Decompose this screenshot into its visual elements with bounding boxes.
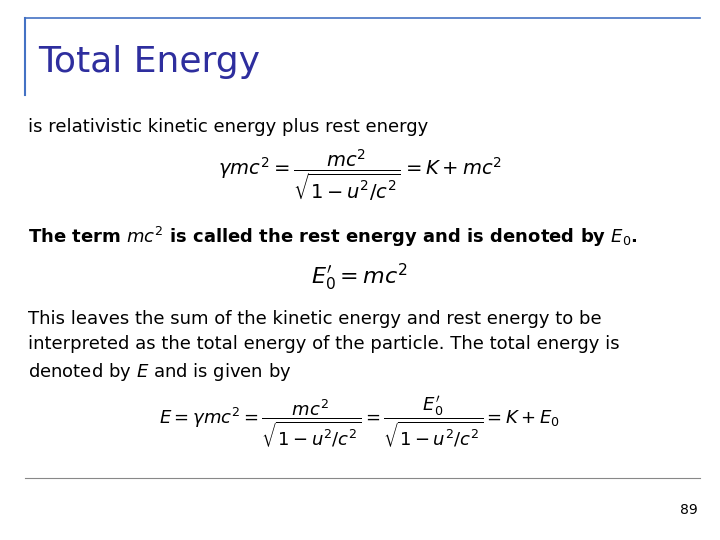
Text: Total Energy: Total Energy [38, 45, 260, 79]
Text: The term $\mathit{mc}^2$ is called the rest energy and is denoted by $\mathit{E}: The term $\mathit{mc}^2$ is called the r… [28, 225, 638, 249]
Text: This leaves the sum of the kinetic energy and rest energy to be
interpreted as t: This leaves the sum of the kinetic energ… [28, 310, 620, 383]
Text: $E_0^{\prime} = mc^2$: $E_0^{\prime} = mc^2$ [312, 262, 408, 293]
Text: $E = \gamma mc^2 = \dfrac{mc^2}{\sqrt{1-u^2/c^2}} = \dfrac{E_0^{\prime}}{\sqrt{1: $E = \gamma mc^2 = \dfrac{mc^2}{\sqrt{1-… [159, 395, 561, 450]
Text: 89: 89 [680, 503, 698, 517]
Text: is relativistic kinetic energy plus rest energy: is relativistic kinetic energy plus rest… [28, 118, 428, 136]
Text: $\gamma mc^2 = \dfrac{mc^2}{\sqrt{1-u^2/c^2}} = K + mc^2$: $\gamma mc^2 = \dfrac{mc^2}{\sqrt{1-u^2/… [218, 148, 502, 203]
